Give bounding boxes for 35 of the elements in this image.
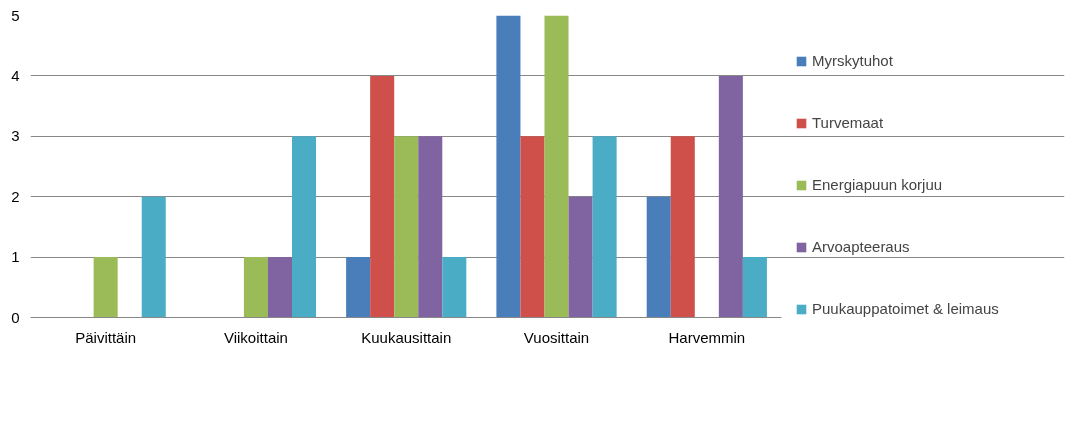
y-tick-label: 4 bbox=[11, 66, 20, 84]
y-tick-label: 1 bbox=[11, 248, 20, 266]
x-tick-label: Viikoittain bbox=[223, 328, 288, 346]
y-tick-label: 5 bbox=[11, 6, 20, 24]
y-tick-label: 3 bbox=[11, 127, 20, 145]
bar bbox=[267, 257, 293, 318]
bar bbox=[670, 136, 695, 318]
bar bbox=[742, 257, 767, 318]
bar bbox=[718, 75, 743, 318]
bar bbox=[370, 75, 395, 318]
bar bbox=[243, 257, 268, 318]
bar bbox=[544, 15, 569, 318]
legend-label: Myrskytuhot bbox=[812, 52, 893, 69]
x-tick-label: Kuukausittain bbox=[361, 328, 452, 346]
bar bbox=[418, 136, 443, 318]
bar bbox=[568, 196, 593, 318]
bar bbox=[496, 15, 521, 318]
bar bbox=[141, 196, 166, 318]
x-tick-label: Harvemmin bbox=[668, 328, 746, 346]
legend-label: Arvoapteeraus bbox=[812, 238, 910, 255]
legend-label: Puukauppatoimet & leimaus bbox=[812, 300, 999, 317]
bar bbox=[93, 257, 118, 318]
bar bbox=[346, 257, 371, 318]
bar bbox=[442, 257, 467, 318]
legend-label: Turvemaat bbox=[812, 114, 884, 131]
y-tick-label: 2 bbox=[11, 187, 20, 205]
bar bbox=[292, 136, 317, 318]
bar bbox=[646, 196, 671, 318]
y-tick-label: 0 bbox=[11, 308, 20, 326]
bar bbox=[520, 136, 545, 318]
legend-label: Energiapuun korjuu bbox=[812, 176, 943, 193]
x-tick-label: Vuosittain bbox=[523, 328, 590, 346]
bar bbox=[592, 136, 617, 318]
x-tick-label: Päivittäin bbox=[75, 328, 137, 346]
bar bbox=[394, 136, 419, 318]
